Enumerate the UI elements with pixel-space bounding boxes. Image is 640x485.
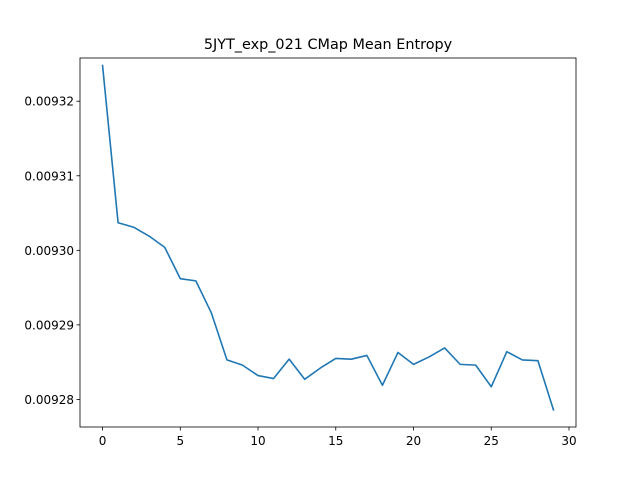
chart-title: 5JYT_exp_021 CMap Mean Entropy bbox=[204, 37, 453, 53]
x-tick-label: 20 bbox=[406, 434, 421, 448]
x-tick-label: 0 bbox=[99, 434, 107, 448]
x-tick-label: 10 bbox=[250, 434, 265, 448]
x-tick-label: 5 bbox=[176, 434, 184, 448]
y-tick-label: 0.00932 bbox=[24, 95, 74, 109]
y-tick-label: 0.00931 bbox=[24, 169, 74, 183]
x-tick-label: 25 bbox=[484, 434, 499, 448]
y-tick-label: 0.00929 bbox=[24, 318, 74, 332]
x-tick-label: 30 bbox=[561, 434, 576, 448]
y-tick-label: 0.00930 bbox=[24, 244, 74, 258]
x-tick-label: 15 bbox=[328, 434, 343, 448]
y-tick-label: 0.00928 bbox=[24, 393, 74, 407]
